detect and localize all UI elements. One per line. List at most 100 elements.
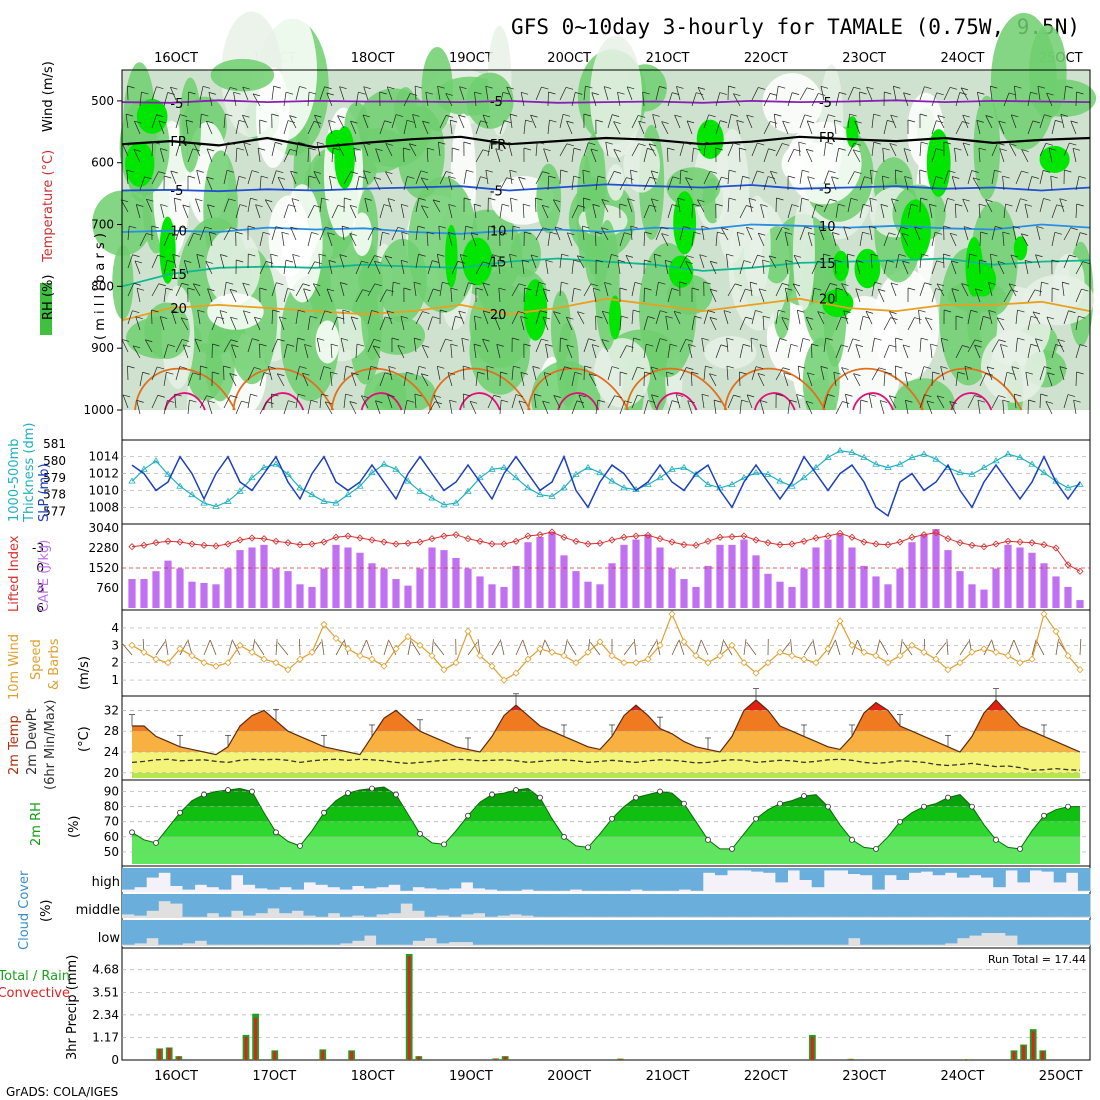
wind-barb <box>193 143 201 157</box>
cloud-bar <box>509 868 522 891</box>
wind-barb <box>823 338 827 353</box>
thickness-point <box>212 502 220 509</box>
wind-barb <box>543 148 549 163</box>
wind-barb-flag <box>577 255 585 259</box>
wind-barb-flag <box>834 119 842 123</box>
wind-barb-flag <box>243 142 251 145</box>
wind-barb <box>583 86 586 101</box>
wind-barb <box>904 372 909 387</box>
wind-barb-flag <box>671 204 680 207</box>
wind-barb <box>793 255 801 269</box>
wind-barb <box>751 310 756 325</box>
wind-barb <box>207 288 213 303</box>
wind-barb <box>727 395 734 409</box>
wind-barb <box>1039 366 1045 381</box>
wind-barb <box>307 205 315 219</box>
wind-barb-flag <box>977 399 986 403</box>
wind-barb <box>925 317 933 331</box>
wind10m-point <box>464 627 472 635</box>
wind-barb <box>559 169 561 185</box>
wind-barb <box>518 400 525 415</box>
li-point <box>800 537 808 545</box>
wind10m-point <box>848 641 856 649</box>
wind-barb <box>954 203 957 219</box>
wind-barb <box>208 232 213 247</box>
wind-barb-flag <box>448 232 456 235</box>
cloud-bar <box>1017 920 1030 945</box>
cape-bar <box>176 568 184 608</box>
wind-barb <box>223 142 229 157</box>
wind-barb <box>547 120 550 135</box>
cloud-bar <box>230 920 244 945</box>
wind-barb-flag <box>889 143 897 146</box>
wind-barb-flag <box>889 344 897 348</box>
wind-barb-flag <box>328 260 336 263</box>
wind-barb-flag <box>1045 401 1053 404</box>
wind-barb <box>715 92 721 107</box>
wind-barb-flag <box>686 367 694 370</box>
wind10m-point <box>392 645 400 653</box>
cape-bar <box>776 581 784 608</box>
wind-barb-flag <box>503 120 512 123</box>
wind-barb-flag <box>151 309 159 313</box>
wind-barb <box>330 344 333 359</box>
wind-barb-flag <box>654 253 662 257</box>
thickness-point <box>296 484 304 491</box>
wind-barb <box>1046 316 1053 331</box>
dewpoint-line <box>131 758 1081 771</box>
wind-barb-flag <box>485 169 493 173</box>
wind-barb <box>511 283 520 297</box>
wind10m-point <box>440 666 448 674</box>
rh-point <box>537 794 543 801</box>
wind-barb-flag <box>919 169 927 173</box>
wind-barb <box>473 344 477 359</box>
wind-barb-flag <box>900 226 909 230</box>
wind-barb <box>151 283 160 297</box>
wind-barb-flag <box>859 91 867 95</box>
wind-barb-flag <box>920 141 929 145</box>
wind-barb-flag <box>801 197 809 201</box>
wind-barb <box>475 120 481 135</box>
wind-barb <box>997 261 1005 275</box>
cloud-bar <box>981 868 994 878</box>
wind-barb <box>235 148 238 163</box>
wind-barb-flag <box>382 231 390 235</box>
wind-barb <box>650 170 657 185</box>
wind-barb-flag <box>158 171 166 174</box>
wind-barb-flag <box>873 141 881 145</box>
wind-barb <box>859 176 865 191</box>
cloud-bar <box>956 920 970 939</box>
cape-bar <box>368 563 376 608</box>
wind-barb-flag <box>841 283 849 286</box>
thickness-point <box>152 457 160 464</box>
cloud-bar <box>1005 894 1018 917</box>
wind-barb <box>582 170 585 185</box>
wind-barb-flag <box>273 85 281 89</box>
cloud-bar <box>872 894 885 917</box>
wind-barb <box>607 366 613 381</box>
wind-barb-flag <box>874 337 882 341</box>
wind-barb <box>271 338 278 353</box>
wind-barb-flag <box>839 92 847 95</box>
wind-barb-flag <box>778 85 786 89</box>
wind-barb <box>1002 232 1005 247</box>
wind-barb-flag <box>483 310 491 314</box>
wind-barb-flag <box>936 120 944 124</box>
wind-barb <box>295 338 299 353</box>
wind-barb <box>379 204 385 219</box>
wind-barb-flag <box>345 393 353 397</box>
wind-barb-flag <box>157 394 165 398</box>
cloud-bar <box>751 868 764 872</box>
wind-barb-flag <box>847 253 855 257</box>
cloud-bar <box>1053 868 1067 883</box>
wind-barb <box>991 143 998 157</box>
bottom-date-label: 16OCT <box>154 1069 198 1084</box>
wind-barb-flag <box>833 371 841 375</box>
wind-barb-flag <box>685 261 693 264</box>
wind-barb-flag <box>970 309 978 313</box>
wind-barb <box>807 232 813 247</box>
wind-barb <box>978 148 981 163</box>
wind-barb <box>1075 288 1082 303</box>
cloud-bar <box>243 894 256 916</box>
